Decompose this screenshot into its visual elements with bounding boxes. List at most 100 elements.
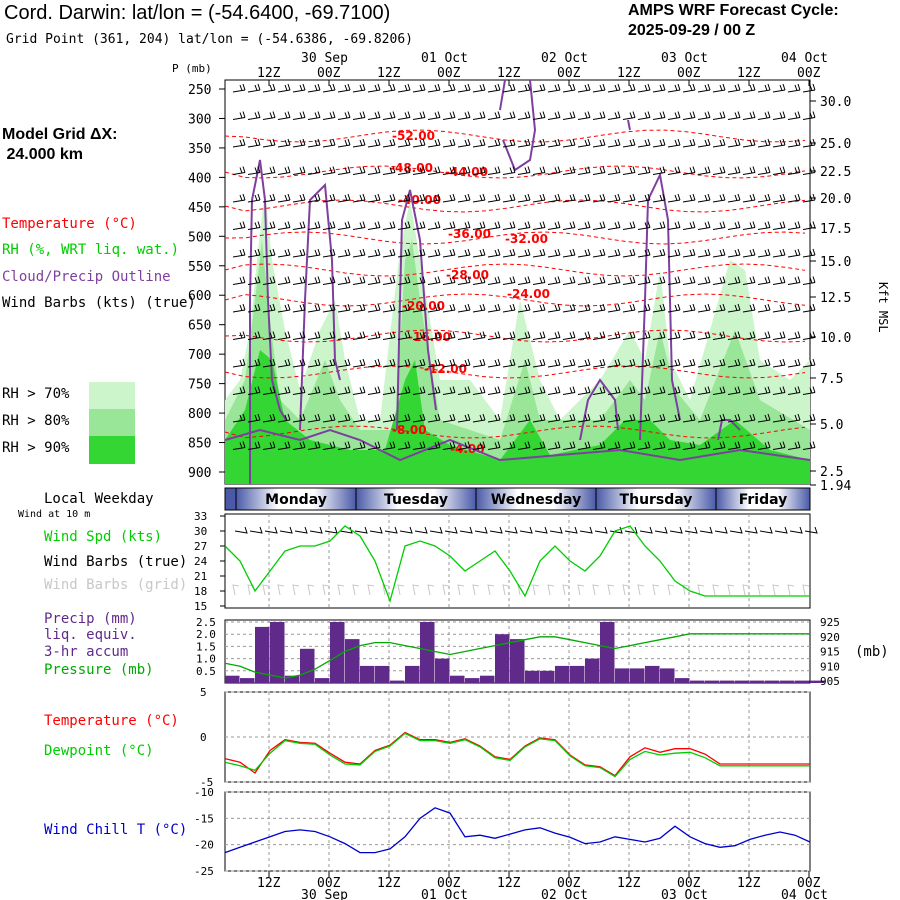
- wind-barb: [757, 248, 771, 258]
- wind-barb: [247, 111, 261, 120]
- wind-barb: [607, 83, 621, 93]
- model-grid-value: 24.000 km: [2, 146, 83, 163]
- wind-barb: [697, 441, 711, 450]
- wind-barb: [697, 166, 711, 175]
- height-tick-label: 7.5: [820, 372, 843, 387]
- wind-barbs: [232, 83, 816, 450]
- wind-barb: [592, 303, 606, 313]
- wind-barb: [337, 138, 351, 148]
- wind-barb: [532, 358, 546, 368]
- wind-barb: [772, 111, 786, 120]
- wind-barb: [697, 358, 711, 368]
- wind-barb: [277, 166, 291, 175]
- wind-barb: [307, 331, 321, 340]
- wind-barb: [472, 441, 486, 450]
- wind-barb: [712, 276, 726, 285]
- wind-barb: [532, 441, 546, 450]
- wind-barb: [367, 441, 381, 450]
- grid-wind-barb: [697, 584, 705, 596]
- wind-barb: [577, 111, 591, 120]
- wind-barb: [517, 386, 531, 395]
- precip-bar: [330, 622, 345, 683]
- wind-barb: [577, 166, 591, 175]
- top-date-label: 04 Oct: [781, 51, 828, 66]
- wind-barb: [457, 166, 471, 175]
- wind-barb: [427, 441, 441, 450]
- wind-barb: [442, 441, 456, 450]
- wind-barb: [652, 248, 666, 258]
- wind-barb: [277, 248, 291, 258]
- wind-barb: [607, 276, 621, 285]
- wind-speed-tick-label: 27: [194, 540, 207, 553]
- wind-barb: [757, 193, 771, 203]
- wind-barb: [577, 276, 591, 285]
- wind-barb: [757, 111, 771, 120]
- wind-barb: [232, 358, 246, 368]
- wind-barb: [367, 386, 381, 395]
- wind-barb: [547, 193, 561, 203]
- wind-barb: [457, 358, 471, 368]
- wind-barb: [532, 138, 546, 148]
- surface-wind-barb: [504, 526, 518, 534]
- temperature-contour-label: -8.00: [392, 423, 427, 437]
- wind-barb: [397, 221, 411, 230]
- temperature-panel: [224, 691, 811, 783]
- surface-wind-barb: [489, 526, 503, 534]
- wind-barb: [517, 441, 531, 450]
- wind-barb: [322, 248, 336, 258]
- weekday-band-start: [224, 487, 237, 511]
- wind-barb: [667, 276, 681, 285]
- precip-bar: [765, 680, 780, 683]
- wind-barb: [667, 331, 681, 340]
- wind-barb: [502, 166, 516, 175]
- precip-bar: [660, 668, 675, 683]
- wind-barb: [502, 248, 516, 258]
- wind-barb: [457, 193, 471, 203]
- wind-barb: [547, 138, 561, 148]
- height-tick-label: 30.0: [820, 95, 851, 110]
- wind-barb: [637, 221, 651, 230]
- wind-barb: [772, 248, 786, 258]
- wind-barb: [442, 413, 456, 423]
- precip-bar: [795, 680, 810, 683]
- wind-barb: [607, 166, 621, 175]
- wind-barb: [637, 166, 651, 175]
- surface-wind-barb: [744, 526, 758, 534]
- wind-barb: [622, 413, 636, 423]
- surface-wind-barb: [324, 526, 338, 534]
- wind-barb: [307, 303, 321, 313]
- wind-barb: [307, 193, 321, 203]
- wind-barb: [757, 331, 771, 340]
- wind-barb: [382, 276, 396, 285]
- surface-wind-barb: [429, 526, 443, 534]
- wind-barb: [442, 166, 456, 175]
- wind-barb: [637, 138, 651, 148]
- wind-barb: [502, 138, 516, 148]
- wind-barb: [247, 386, 261, 395]
- grid-wind-barb: [712, 584, 720, 596]
- wind-barb: [802, 413, 816, 423]
- wind-barb: [562, 166, 576, 175]
- wind-barb: [787, 138, 801, 148]
- top-time-label: 00Z: [797, 66, 821, 81]
- wind-barb: [562, 303, 576, 313]
- wind-barb: [667, 138, 681, 148]
- surface-wind-barb: [474, 526, 488, 534]
- wind-barb: [652, 111, 666, 120]
- rh-key-90-label: RH > 90%: [2, 440, 70, 456]
- surface-wind-barb: [804, 526, 818, 534]
- wind-barb: [292, 193, 306, 203]
- grid-wind-barb: [382, 584, 390, 596]
- precip-bar: [255, 626, 270, 683]
- rh-shading: [225, 190, 810, 484]
- precip-bar: [360, 665, 375, 683]
- temperature-contour-label: -32.00: [505, 232, 548, 246]
- wind-barb: [397, 303, 411, 313]
- wind-barb: [592, 413, 606, 423]
- precip-bar: [480, 675, 495, 683]
- grid-wind-barb: [427, 584, 435, 596]
- grid-wind-barb: [802, 584, 810, 596]
- wind-barb: [532, 193, 546, 203]
- wind-barb: [637, 276, 651, 285]
